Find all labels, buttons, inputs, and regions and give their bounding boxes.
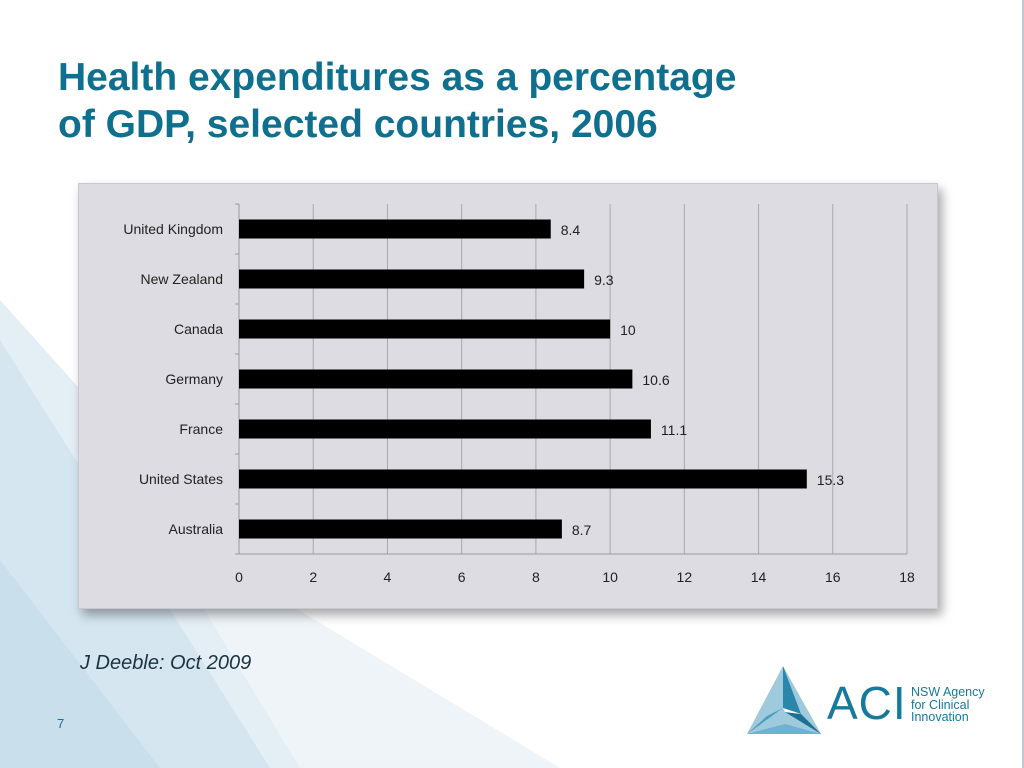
x-tick-label: 18	[899, 569, 915, 585]
x-tick-label: 10	[602, 569, 618, 585]
aci-logo: ACI NSW Agency for Clinical Innovation	[745, 664, 995, 740]
category-label: Canada	[174, 321, 223, 337]
logo-acronym: ACI	[827, 677, 907, 729]
category-label: United Kingdom	[123, 221, 223, 237]
x-tick-label: 0	[235, 569, 243, 585]
category-label: New Zealand	[141, 271, 224, 287]
logo-name-line-3: Innovation	[911, 710, 969, 724]
citation: J Deeble: Oct 2009	[80, 652, 252, 674]
value-label: 11.1	[661, 422, 687, 438]
category-label: United States	[139, 471, 223, 487]
chart-frame: 0 2 4 6 8 10 12 14 16 18 United Kingdom 8.4 New Zeal…	[78, 183, 938, 609]
x-tick-label: 12	[677, 569, 693, 585]
value-label: 8.4	[561, 222, 581, 238]
value-label: 8.7	[572, 522, 592, 538]
logo-name-line-2: for Clinical	[911, 697, 970, 712]
x-tick-label: 6	[458, 569, 466, 585]
slide-title: Health expenditures as a percentage of G…	[58, 54, 958, 148]
bar-germany	[239, 369, 633, 389]
bar-chart: 0 2 4 6 8 10 12 14 16 18 United Kingdom 8.4 New Zeal…	[123, 203, 915, 585]
title-line-2: of GDP, selected countries, 2006	[58, 103, 658, 146]
value-label: 9.3	[594, 272, 614, 288]
x-tick-label: 4	[384, 569, 392, 585]
category-label: France	[179, 421, 223, 437]
value-label: 10	[620, 322, 636, 338]
logo-name: NSW Agency for Clinical Innovation	[911, 686, 1001, 724]
value-label: 10.6	[642, 372, 669, 388]
value-label: 15.3	[817, 472, 844, 488]
x-tick-label: 8	[532, 569, 540, 585]
bar-australia	[239, 519, 562, 539]
bar-canada	[239, 319, 611, 339]
title-line-1: Health expenditures as a percentage	[58, 56, 737, 99]
bar-new-zealand	[239, 269, 585, 289]
bar-united-states	[239, 469, 807, 489]
bar-united-kingdom	[239, 219, 551, 239]
x-tick-label: 2	[309, 569, 317, 585]
logo-name-line-1: NSW Agency	[911, 685, 985, 699]
x-tick-label: 14	[751, 569, 767, 585]
triangle-logo-icon	[747, 666, 821, 734]
bar-france	[239, 419, 651, 439]
x-tick-label: 16	[825, 569, 841, 585]
category-label: Australia	[169, 521, 224, 537]
slide-number: 7	[57, 716, 65, 731]
category-label: Germany	[165, 371, 223, 387]
